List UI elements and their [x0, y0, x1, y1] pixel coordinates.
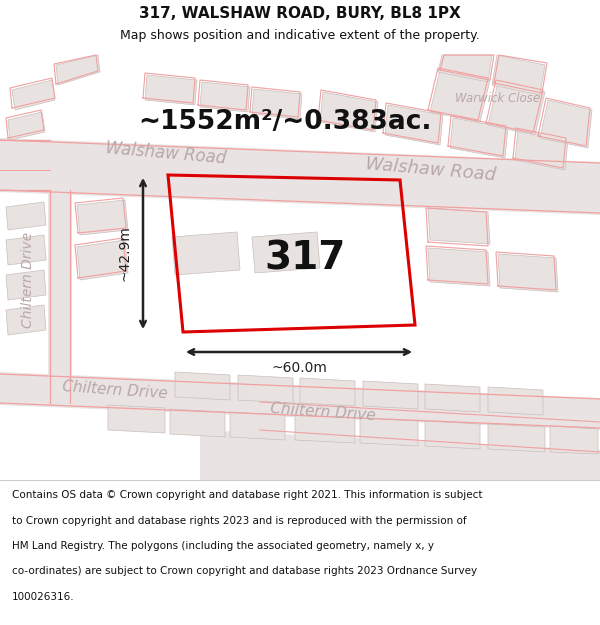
Text: ~1552m²/~0.383ac.: ~1552m²/~0.383ac.	[138, 109, 432, 135]
Polygon shape	[550, 426, 598, 454]
Polygon shape	[0, 372, 600, 430]
Text: Warwick Close: Warwick Close	[455, 91, 540, 104]
Polygon shape	[12, 80, 55, 110]
Polygon shape	[0, 138, 600, 215]
Polygon shape	[8, 112, 45, 140]
Polygon shape	[56, 55, 100, 85]
Polygon shape	[498, 254, 558, 292]
Text: 100026316.: 100026316.	[12, 592, 74, 602]
Polygon shape	[6, 270, 46, 300]
Polygon shape	[540, 100, 592, 148]
Polygon shape	[430, 70, 490, 122]
Polygon shape	[200, 430, 600, 480]
Text: ~42.9m: ~42.9m	[118, 226, 132, 281]
Polygon shape	[6, 202, 46, 230]
Text: co-ordinates) are subject to Crown copyright and database rights 2023 Ordnance S: co-ordinates) are subject to Crown copyr…	[12, 566, 477, 576]
Polygon shape	[425, 384, 480, 412]
Polygon shape	[450, 118, 508, 158]
Text: Walshaw Road: Walshaw Road	[365, 156, 497, 184]
Text: Walshaw Road: Walshaw Road	[105, 139, 227, 168]
Text: 317, WALSHAW ROAD, BURY, BL8 1PX: 317, WALSHAW ROAD, BURY, BL8 1PX	[139, 6, 461, 21]
Polygon shape	[200, 82, 250, 112]
Polygon shape	[252, 232, 320, 273]
Polygon shape	[515, 130, 568, 170]
Polygon shape	[428, 248, 490, 286]
Polygon shape	[360, 418, 418, 446]
Polygon shape	[175, 372, 230, 400]
Polygon shape	[295, 415, 355, 443]
Text: HM Land Registry. The polygons (including the associated geometry, namely x, y: HM Land Registry. The polygons (includin…	[12, 541, 434, 551]
Polygon shape	[170, 409, 225, 437]
Polygon shape	[77, 240, 128, 280]
Polygon shape	[300, 378, 355, 406]
Text: Chiltern Drive: Chiltern Drive	[62, 379, 168, 401]
Polygon shape	[48, 190, 72, 405]
Polygon shape	[488, 82, 545, 135]
Polygon shape	[6, 305, 46, 335]
Polygon shape	[425, 421, 480, 449]
Polygon shape	[77, 200, 128, 235]
Polygon shape	[428, 208, 490, 244]
Text: Contains OS data © Crown copyright and database right 2021. This information is : Contains OS data © Crown copyright and d…	[12, 490, 482, 500]
Text: Map shows position and indicative extent of the property.: Map shows position and indicative extent…	[120, 29, 480, 42]
Polygon shape	[6, 235, 46, 265]
Polygon shape	[363, 381, 418, 409]
Polygon shape	[238, 375, 293, 403]
Polygon shape	[108, 405, 165, 433]
Polygon shape	[385, 105, 443, 145]
Text: 317: 317	[265, 239, 346, 277]
Polygon shape	[438, 55, 492, 82]
Text: Chiltern Drive: Chiltern Drive	[270, 401, 376, 423]
Text: ~60.0m: ~60.0m	[271, 361, 327, 375]
Polygon shape	[488, 387, 543, 415]
Text: to Crown copyright and database rights 2023 and is reproduced with the permissio: to Crown copyright and database rights 2…	[12, 516, 467, 526]
Polygon shape	[488, 424, 545, 452]
Polygon shape	[230, 412, 285, 440]
Polygon shape	[145, 75, 197, 105]
Polygon shape	[492, 55, 545, 95]
Polygon shape	[172, 232, 240, 275]
Polygon shape	[252, 89, 302, 119]
Text: Chiltern Drive: Chiltern Drive	[21, 232, 35, 328]
Polygon shape	[320, 92, 378, 132]
